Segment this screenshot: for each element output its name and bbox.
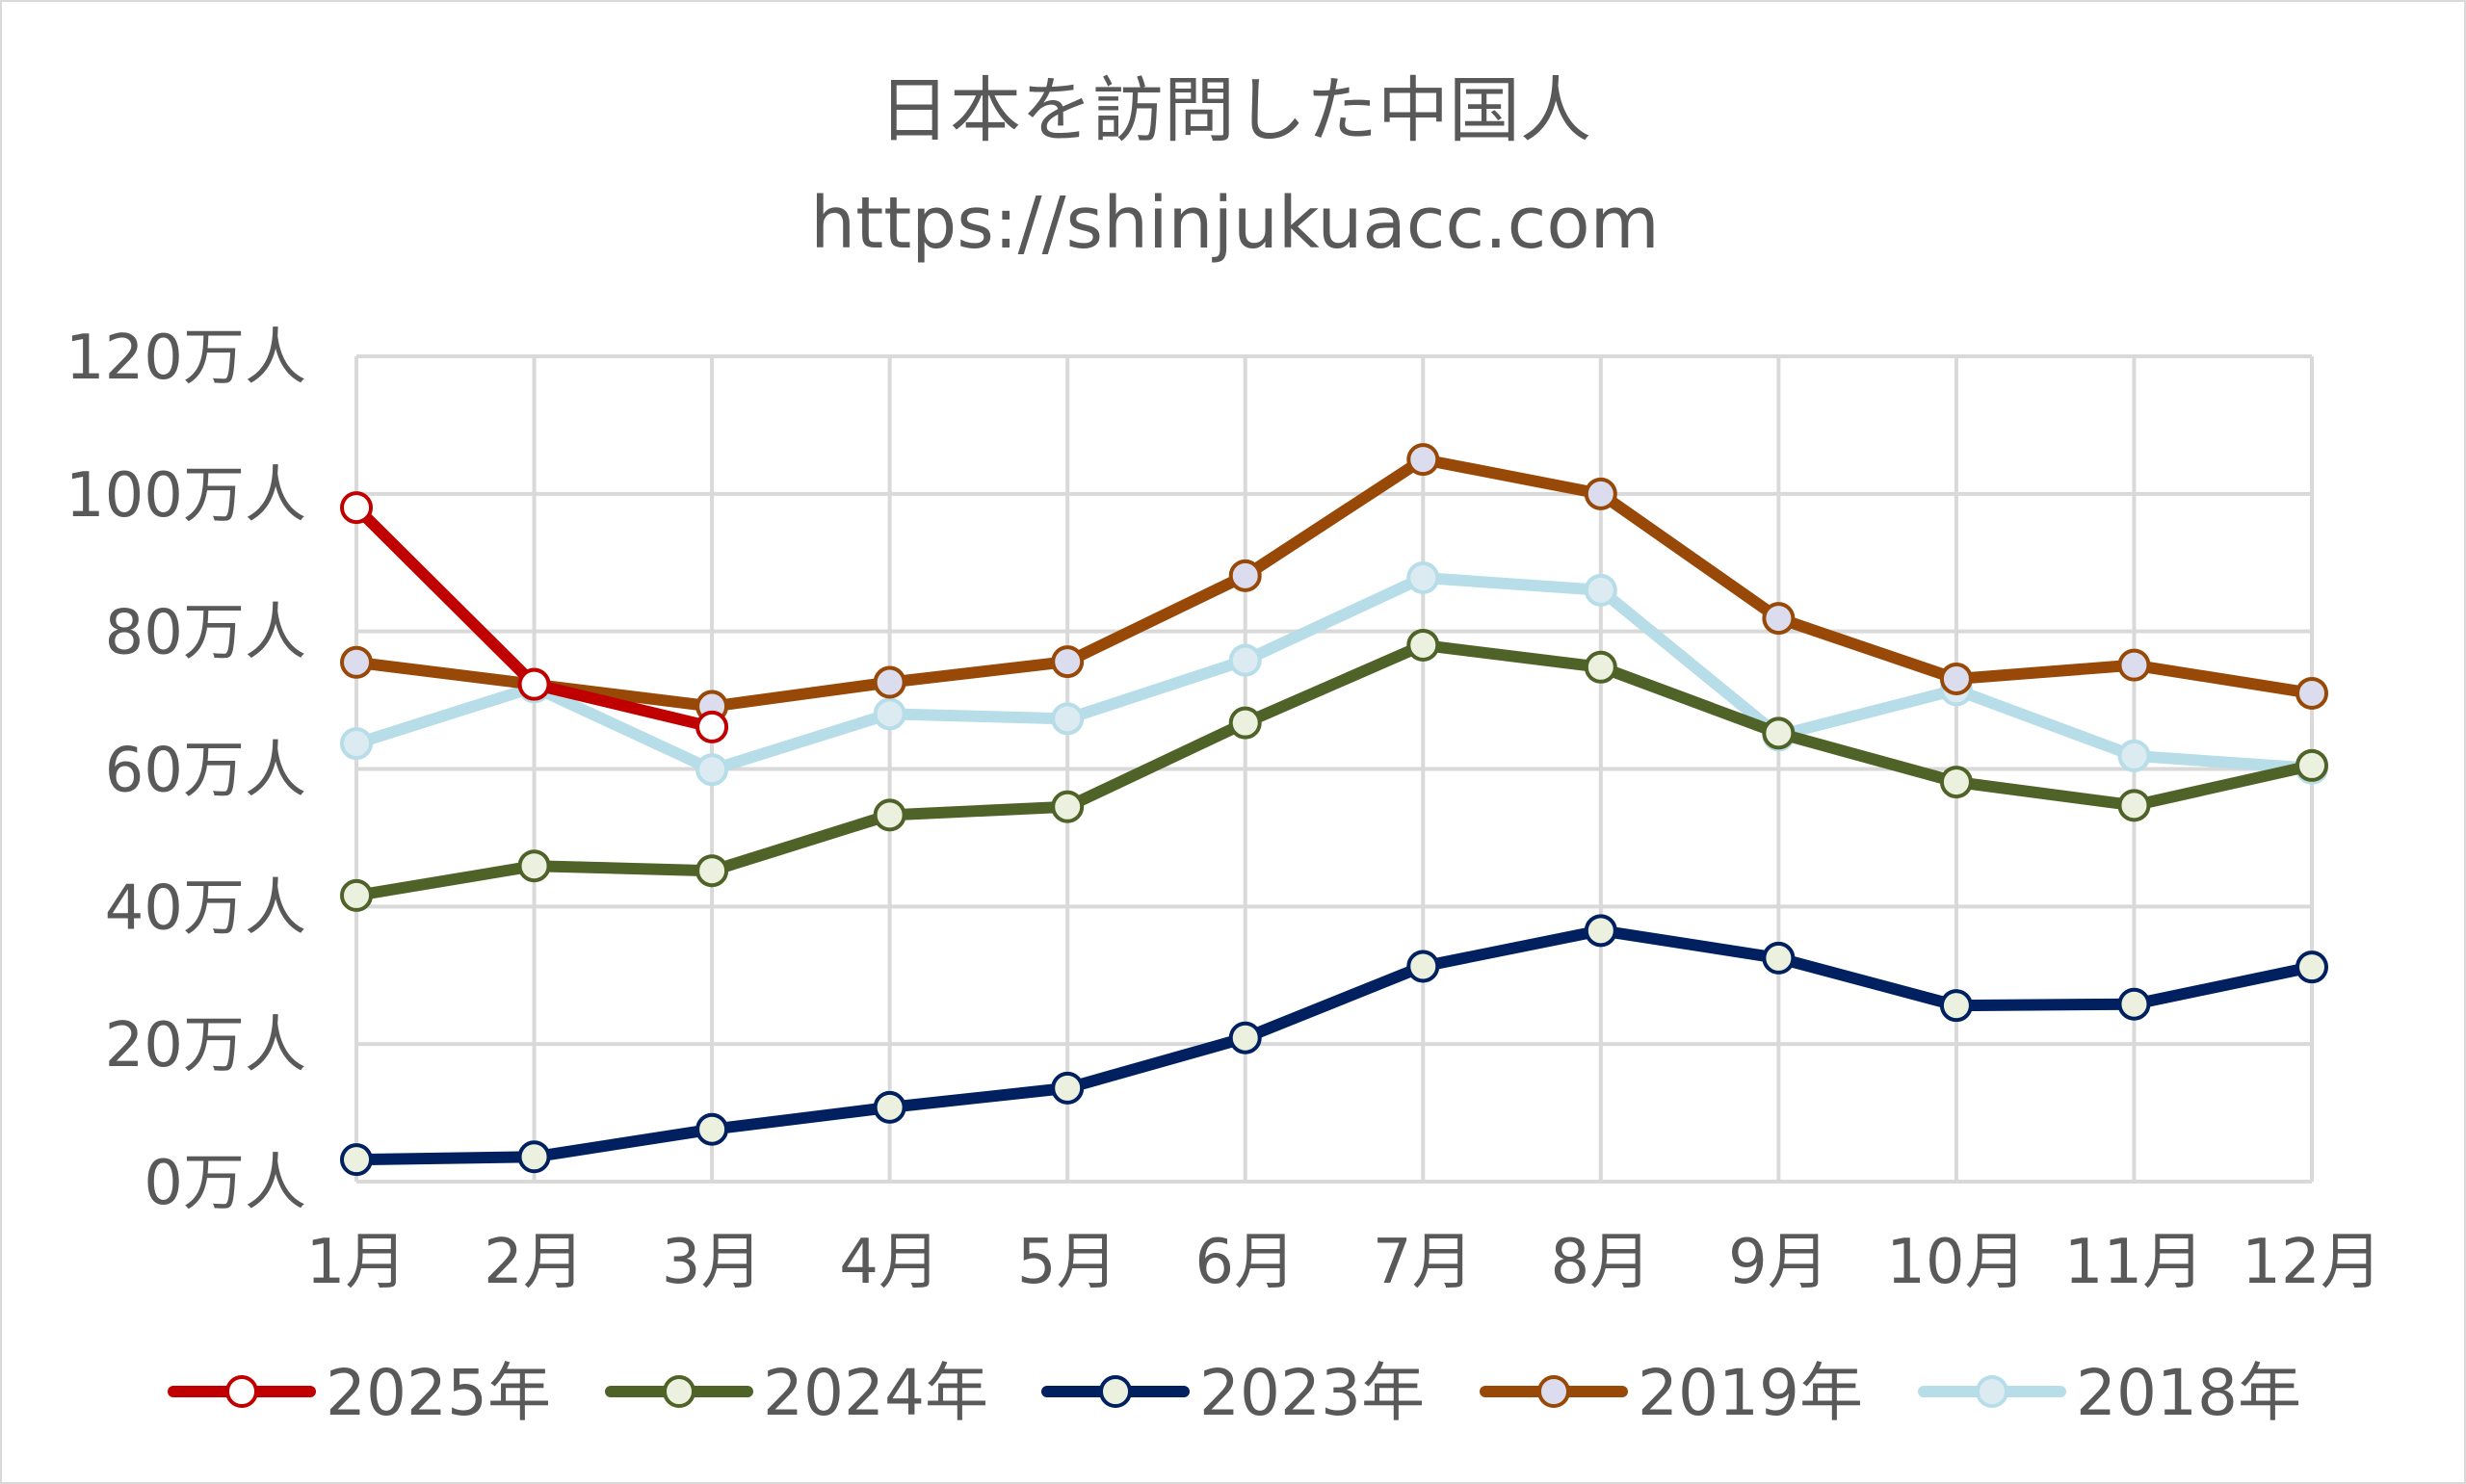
legend-label: 2023年 — [1199, 1356, 1425, 1430]
x-tick-label: 7月 — [1373, 1227, 1474, 1298]
data-point — [873, 798, 906, 832]
data-point — [1051, 702, 1085, 736]
y-tick-label: 120万人 — [66, 323, 306, 394]
x-tick-label: 10月 — [1886, 1227, 2026, 1298]
series-2019年 — [340, 443, 2328, 723]
data-point — [695, 854, 729, 888]
y-tick-label: 20万人 — [105, 1010, 306, 1081]
legend-label: 2019年 — [1638, 1356, 1863, 1430]
data-point — [1406, 443, 1440, 477]
data-point — [340, 1143, 373, 1177]
gridlines — [354, 354, 2314, 1184]
data-point — [2295, 748, 2328, 782]
y-tick-label: 100万人 — [66, 460, 306, 532]
data-point — [1228, 706, 1262, 740]
series-line — [351, 571, 2318, 776]
data-point — [873, 665, 906, 699]
legend-swatch-marker — [1537, 1375, 1570, 1408]
x-tick-label: 3月 — [662, 1227, 763, 1298]
x-tick-label: 12月 — [2242, 1227, 2381, 1298]
legend-label: 2025年 — [326, 1356, 551, 1430]
series-2025年 — [340, 491, 729, 743]
data-point — [2117, 648, 2151, 682]
x-tick-label: 6月 — [1194, 1227, 1296, 1298]
y-tick-label: 80万人 — [105, 598, 306, 669]
y-tick-label: 0万人 — [144, 1148, 306, 1219]
data-point — [1762, 716, 1796, 750]
legend-item: 2019年 — [1480, 1356, 1863, 1430]
x-tick-label: 11月 — [2064, 1227, 2204, 1298]
data-point — [2295, 950, 2328, 984]
data-point — [1406, 628, 1440, 662]
x-tick-label: 9月 — [1728, 1227, 1829, 1298]
legend-item: 2023年 — [1041, 1356, 1425, 1430]
data-point — [1939, 766, 1973, 799]
data-point — [517, 849, 551, 883]
data-point — [695, 753, 729, 787]
series-2023年 — [340, 914, 2328, 1177]
legend: 2025年 2024年 2023年 2019年 2018年 — [168, 1356, 2301, 1430]
data-point — [873, 697, 906, 731]
x-axis-tick-labels: 1月 2月 3月 4月 5月 6月 7月 8月 9月 10月 11月 12月 — [306, 1227, 2382, 1298]
series-line — [351, 454, 2318, 713]
data-point — [695, 710, 729, 743]
data-point — [1406, 950, 1440, 983]
y-tick-label: 40万人 — [105, 872, 306, 944]
x-tick-label: 4月 — [839, 1227, 940, 1298]
y-tick-label: 60万人 — [105, 736, 306, 807]
data-point — [1939, 662, 1973, 695]
data-point — [1228, 559, 1262, 592]
legend-label: 2018年 — [2076, 1356, 2301, 1430]
legend-item: 2025年 — [168, 1356, 551, 1430]
y-axis-tick-labels: 0万人 20万人 40万人 60万人 80万人 100万人 120万人 — [66, 323, 306, 1219]
data-point — [2295, 676, 2328, 710]
legend-swatch-marker — [1099, 1375, 1132, 1408]
data-point — [340, 878, 373, 912]
data-point — [1051, 645, 1085, 679]
chart-title: 日本を訪問した中国人 — [879, 69, 1591, 152]
data-point — [340, 491, 373, 525]
legend-swatch-marker — [663, 1375, 695, 1408]
x-tick-label: 5月 — [1017, 1227, 1118, 1298]
legend-swatch-marker — [1976, 1375, 2008, 1408]
series-group — [340, 443, 2328, 1177]
legend-label: 2024年 — [763, 1356, 988, 1430]
data-point — [517, 667, 551, 701]
x-tick-label: 1月 — [306, 1227, 407, 1298]
x-tick-label: 2月 — [484, 1227, 585, 1298]
data-point — [695, 1112, 729, 1146]
data-point — [1406, 560, 1440, 594]
data-point — [517, 1140, 551, 1174]
data-point — [340, 645, 373, 679]
data-point — [2117, 789, 2151, 822]
series-line — [351, 924, 2318, 1166]
chart-subtitle: https://shinjukuacc.com — [810, 182, 1659, 265]
data-point — [1051, 790, 1085, 823]
data-point — [2117, 739, 2151, 772]
data-point — [1584, 477, 1617, 510]
data-point — [1584, 573, 1617, 607]
legend-item: 2018年 — [1918, 1356, 2301, 1430]
data-point — [1584, 650, 1617, 684]
x-tick-label: 8月 — [1550, 1227, 1651, 1298]
data-point — [1762, 941, 1796, 975]
data-point — [2117, 987, 2151, 1021]
data-point — [1939, 989, 1973, 1023]
data-point — [873, 1090, 906, 1124]
legend-swatch-marker — [225, 1375, 258, 1408]
data-point — [1228, 1021, 1262, 1054]
data-point — [1762, 602, 1796, 636]
data-point — [1051, 1071, 1085, 1105]
data-point — [1584, 914, 1617, 948]
legend-item: 2024年 — [605, 1356, 988, 1430]
series-line — [351, 638, 2318, 901]
data-point — [340, 727, 373, 761]
data-point — [1228, 643, 1262, 677]
series-2024年 — [340, 628, 2328, 912]
